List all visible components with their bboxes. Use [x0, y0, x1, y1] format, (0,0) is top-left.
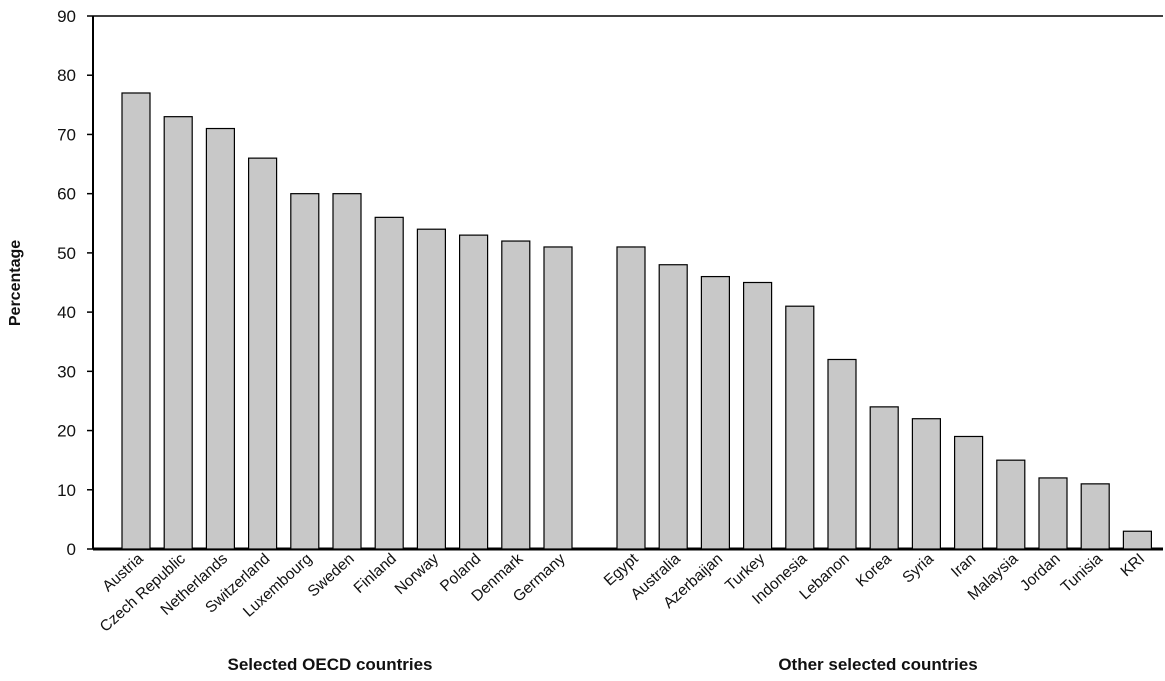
x-tick-label-finland: Finland — [351, 550, 400, 597]
x-tick-label-norway: Norway — [392, 550, 443, 598]
bar-egypt — [616, 246, 646, 550]
bar-finland — [374, 216, 404, 550]
x-tick-label-iran: Iran — [948, 550, 979, 581]
y-tick-label: 0 — [67, 540, 76, 559]
bar-iran — [953, 435, 984, 550]
bar-denmark — [501, 240, 531, 550]
y-tick-label: 60 — [57, 185, 76, 204]
bar-tunisia — [1080, 483, 1110, 550]
bars — [121, 92, 1153, 550]
bar-lebanon — [827, 358, 857, 550]
bar-germany — [543, 246, 573, 550]
group-title-other: Other selected countries — [778, 655, 977, 674]
y-tick-label: 70 — [57, 125, 76, 144]
bar-luxembourg — [290, 193, 320, 550]
bar-syria — [911, 418, 942, 550]
x-tick-label-syria: Syria — [899, 550, 937, 587]
bar-switzerland — [248, 157, 278, 550]
bar-korea — [869, 406, 899, 550]
bar-azerbaijan — [700, 275, 731, 550]
y-tick-label: 80 — [57, 66, 76, 85]
group-title-oecd: Selected OECD countries — [227, 655, 432, 674]
y-axis-title: Percentage — [7, 240, 24, 326]
x-tick-label-jordan: Jordan — [1017, 550, 1064, 594]
bar-netherlands — [205, 127, 235, 550]
y-tick-label: 90 — [57, 7, 76, 26]
x-tick-label-sweden: Sweden — [305, 550, 358, 600]
bar-australia — [658, 264, 688, 550]
bar-austria — [121, 92, 151, 550]
bar-turkey — [742, 281, 773, 550]
bar-norway — [416, 228, 446, 550]
y-tick-label: 10 — [57, 481, 76, 500]
bar-czech-republic — [163, 116, 193, 550]
bar-sweden — [332, 193, 362, 550]
y-tick-label: 30 — [57, 362, 76, 381]
x-tick-label-tunisia: Tunisia — [1058, 550, 1106, 596]
bar-kri — [1122, 530, 1153, 550]
bar-jordan — [1038, 477, 1068, 550]
x-tick-label-kri: KRI — [1117, 550, 1148, 580]
bar-indonesia — [785, 305, 815, 550]
y-tick-label: 50 — [57, 244, 76, 263]
y-tick-label: 20 — [57, 422, 76, 441]
bar-malaysia — [996, 459, 1026, 550]
x-tick-label-korea: Korea — [853, 550, 895, 591]
y-tick-label: 40 — [57, 303, 76, 322]
bar-poland — [459, 234, 489, 550]
